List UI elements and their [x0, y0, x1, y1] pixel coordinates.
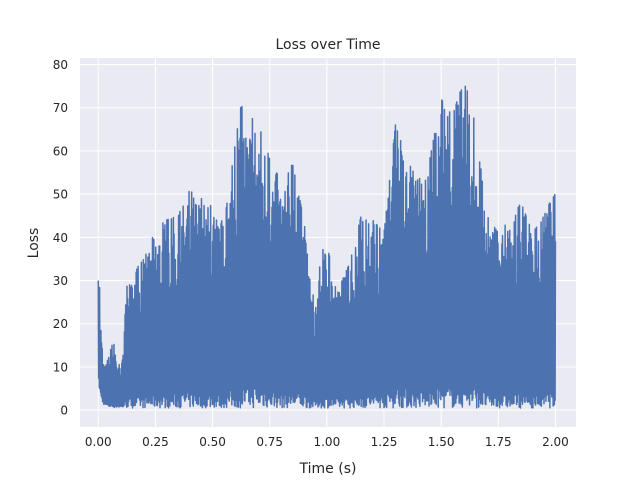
x-tick-label: 2.00	[542, 435, 569, 449]
y-tick-label: 70	[53, 101, 68, 115]
loss-series	[97, 85, 557, 409]
x-tick-label: 1.50	[428, 435, 455, 449]
y-tick-label: 10	[53, 360, 68, 374]
y-tick-label: 50	[53, 188, 68, 202]
y-tick-label: 80	[53, 58, 68, 72]
x-tick-labels: 0.00 0.25 0.50 0.75 1.00 1.25 1.50 1.75 2.00	[85, 435, 569, 449]
y-tick-label: 20	[53, 317, 68, 331]
x-tick-label: 1.25	[371, 435, 398, 449]
x-tick-label: 0.50	[199, 435, 226, 449]
y-tick-label: 40	[53, 231, 68, 245]
chart-title: Loss over Time	[275, 37, 380, 53]
y-axis-label: Loss	[26, 228, 42, 259]
y-tick-labels: 0 10 20 30 40 50 60 70 80	[53, 58, 68, 418]
x-tick-label: 0.00	[85, 435, 112, 449]
x-tick-label: 0.25	[142, 435, 169, 449]
y-tick-label: 0	[60, 404, 68, 418]
x-tick-label: 1.75	[485, 435, 512, 449]
x-axis-label: Time (s)	[299, 461, 357, 477]
y-tick-label: 30	[53, 274, 68, 288]
x-tick-label: 0.75	[256, 435, 283, 449]
x-tick-label: 1.00	[313, 435, 340, 449]
loss-line	[97, 85, 557, 409]
y-tick-label: 60	[53, 144, 68, 158]
